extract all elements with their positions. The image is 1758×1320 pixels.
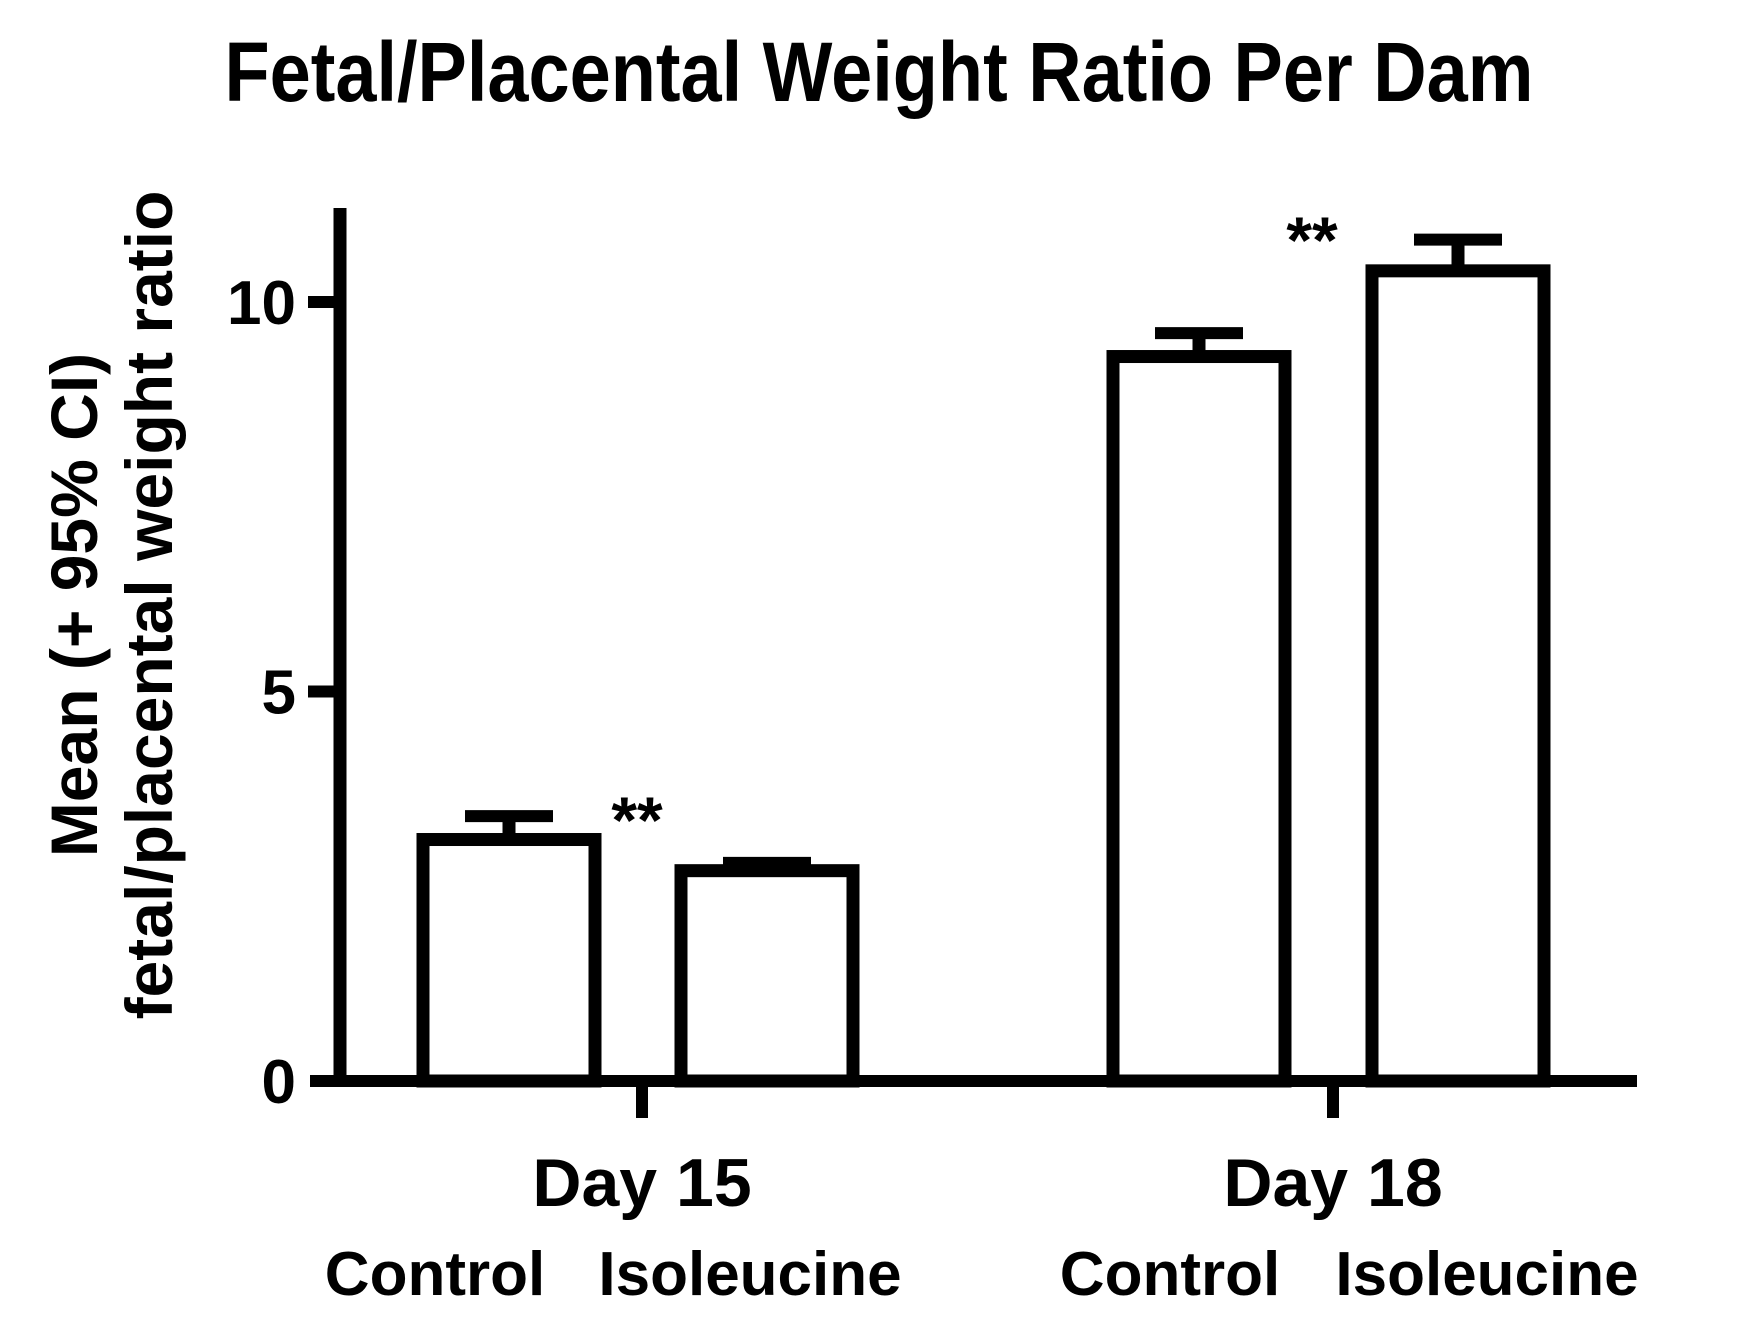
bar-label: Isoleucine: [1335, 1240, 1638, 1309]
significance-marker: **: [611, 783, 663, 857]
y-tick-label: 10: [227, 269, 296, 338]
group-label: Day 15: [532, 1145, 751, 1221]
bar-label: Isoleucine: [598, 1240, 901, 1309]
y-tick-label: 0: [262, 1048, 296, 1117]
bar-day15-isoleucine: [674, 864, 860, 1088]
bar-day18-isoleucine: [1365, 264, 1551, 1088]
bar-day18-control: [1106, 350, 1292, 1088]
bar-label: Control: [1060, 1240, 1280, 1309]
significance-marker: **: [1286, 203, 1338, 277]
bar-day15-control: [416, 833, 602, 1088]
group-label: Day 18: [1223, 1145, 1442, 1221]
bar-label: Control: [325, 1240, 545, 1309]
chart-title: Fetal/Placental Weight Ratio Per Dam: [224, 25, 1534, 119]
y-tick-label: 5: [262, 659, 296, 728]
